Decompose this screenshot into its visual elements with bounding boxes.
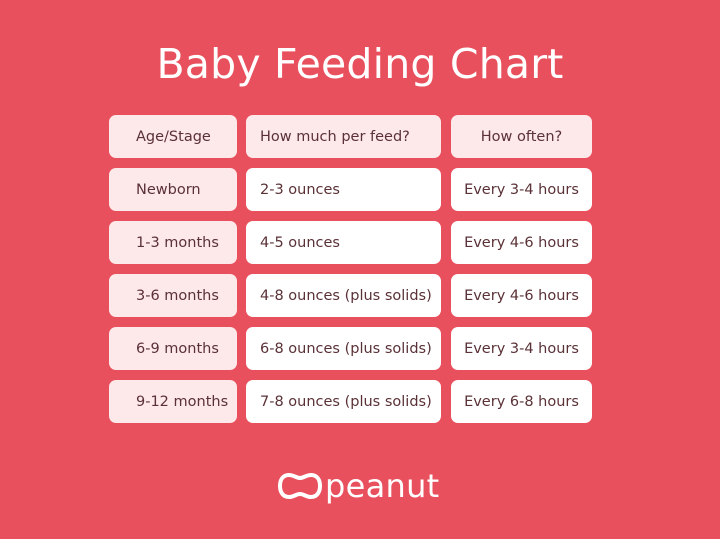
row-age: 6-9 months [109, 327, 237, 370]
row-age: 3-6 months [109, 274, 237, 317]
row-amount: 7-8 ounces (plus solids) [246, 380, 441, 423]
row-often: Every 6-8 hours [451, 380, 592, 423]
row-often: Every 3-4 hours [451, 327, 592, 370]
page-title: Baby Feeding Chart [156, 40, 564, 88]
row-amount: 4-8 ounces (plus solids) [246, 274, 441, 317]
row-age: Newborn [109, 168, 237, 211]
peanut-logo-icon [278, 471, 322, 501]
brand-name: peanut [325, 467, 440, 505]
row-amount: 6-8 ounces (plus solids) [246, 327, 441, 370]
row-often: Every 4-6 hours [451, 221, 592, 264]
row-often: Every 4-6 hours [451, 274, 592, 317]
row-often: Every 3-4 hours [451, 168, 592, 211]
row-age: 1-3 months [109, 221, 237, 264]
header-age: Age/Stage [109, 115, 237, 158]
row-amount: 2-3 ounces [246, 168, 441, 211]
brand-logo: peanut [278, 466, 440, 506]
row-age: 9-12 months [109, 380, 237, 423]
header-amount: How much per feed? [246, 115, 441, 158]
row-amount: 4-5 ounces [246, 221, 441, 264]
header-often: How often? [451, 115, 592, 158]
